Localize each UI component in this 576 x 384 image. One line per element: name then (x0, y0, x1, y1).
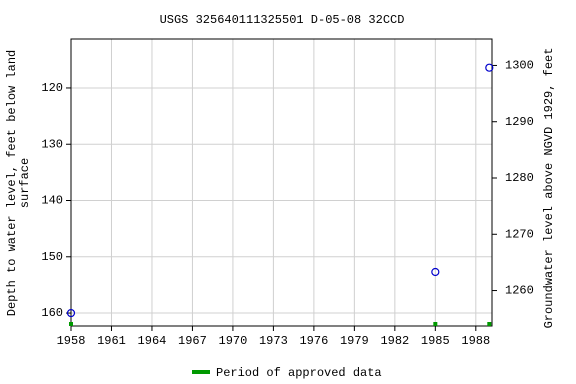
x-tick-label: 1970 (219, 334, 248, 348)
y-axis-label: Depth to water level, feet below land (5, 50, 19, 316)
approved-period (69, 322, 73, 326)
x-tick-label: 1976 (299, 334, 328, 348)
chart-title: USGS 325640111325501 D-05-08 32CCD (160, 13, 405, 27)
y2-axis-label: Groundwater level above NGVD 1929, feet (542, 48, 556, 329)
y-tick-label: 150 (41, 250, 63, 264)
y2-tick-label: 1280 (505, 171, 534, 185)
data-point (485, 63, 494, 72)
y2-tick-label: 1260 (505, 284, 534, 298)
x-tick-label: 1958 (57, 334, 86, 348)
y2-tick-label: 1300 (505, 59, 534, 73)
x-tick-label: 1982 (380, 334, 409, 348)
x-tick-label: 1985 (421, 334, 450, 348)
y2-tick-label: 1270 (505, 227, 534, 241)
x-tick-label: 1988 (461, 334, 490, 348)
legend-label: Period of approved data (216, 366, 382, 380)
y-tick-label: 160 (41, 306, 63, 320)
plot-frame (70, 38, 493, 327)
y-tick-label: 120 (41, 81, 63, 95)
x-tick-label: 1979 (340, 334, 369, 348)
y-axis-label: surface (18, 158, 32, 208)
approved-period (433, 322, 438, 326)
x-tick-label: 1961 (97, 334, 126, 348)
x-tick-label: 1973 (259, 334, 288, 348)
x-tick-label: 1964 (138, 334, 167, 348)
approved-period (487, 322, 492, 326)
y-tick-label: 140 (41, 194, 63, 208)
y-tick-label: 130 (41, 137, 63, 151)
data-point (431, 267, 440, 277)
data-point (66, 308, 76, 318)
y2-tick-label: 1290 (505, 115, 534, 129)
x-tick-label: 1967 (178, 334, 207, 348)
